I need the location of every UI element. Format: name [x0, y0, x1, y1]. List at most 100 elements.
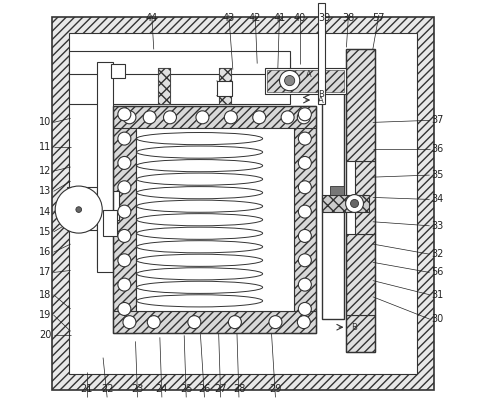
- Text: 40: 40: [294, 13, 306, 23]
- Bar: [219, 68, 231, 104]
- Circle shape: [298, 230, 312, 243]
- Text: 23: 23: [131, 384, 144, 394]
- Circle shape: [298, 181, 312, 194]
- Text: 11: 11: [39, 142, 52, 152]
- Bar: [69, 51, 290, 74]
- Bar: [111, 64, 124, 78]
- Circle shape: [118, 278, 131, 291]
- Bar: [267, 70, 345, 92]
- Circle shape: [163, 111, 176, 124]
- Text: 38: 38: [342, 13, 355, 23]
- Circle shape: [118, 181, 131, 194]
- Text: 21: 21: [81, 384, 93, 394]
- Bar: [322, 195, 369, 212]
- Text: 16: 16: [39, 247, 52, 257]
- Text: 13: 13: [39, 186, 52, 196]
- Text: 12: 12: [39, 166, 52, 176]
- Text: 44: 44: [146, 13, 158, 23]
- Text: 28: 28: [233, 384, 245, 394]
- Bar: [265, 68, 347, 94]
- Circle shape: [196, 111, 209, 124]
- Text: 31: 31: [432, 290, 444, 300]
- Text: 27: 27: [214, 384, 227, 394]
- Circle shape: [118, 302, 131, 315]
- Text: 57: 57: [373, 13, 385, 23]
- Bar: [97, 61, 113, 272]
- Circle shape: [118, 205, 131, 218]
- Circle shape: [279, 70, 300, 91]
- Bar: [97, 191, 119, 220]
- Circle shape: [285, 76, 295, 85]
- Circle shape: [298, 132, 312, 145]
- Bar: [347, 234, 375, 315]
- Circle shape: [298, 156, 312, 169]
- Text: 56: 56: [432, 267, 444, 278]
- Bar: [113, 311, 316, 333]
- Circle shape: [118, 230, 131, 243]
- Bar: [113, 106, 316, 333]
- Text: A: A: [318, 96, 324, 105]
- Text: 37: 37: [432, 115, 444, 125]
- Circle shape: [281, 111, 294, 124]
- Bar: [69, 57, 290, 104]
- Circle shape: [123, 316, 136, 328]
- Circle shape: [346, 195, 364, 212]
- Text: 19: 19: [39, 310, 52, 320]
- Circle shape: [298, 254, 312, 267]
- Circle shape: [118, 254, 131, 267]
- Circle shape: [298, 205, 312, 218]
- Circle shape: [225, 111, 237, 124]
- Text: B: B: [318, 90, 324, 99]
- Text: 24: 24: [156, 384, 168, 394]
- Circle shape: [269, 316, 282, 328]
- Circle shape: [118, 132, 131, 145]
- Text: 30: 30: [432, 314, 444, 324]
- Text: A: A: [306, 70, 312, 79]
- Text: 20: 20: [39, 330, 52, 340]
- Circle shape: [143, 111, 156, 124]
- Text: 29: 29: [269, 384, 281, 394]
- Text: 32: 32: [432, 249, 444, 259]
- Bar: [355, 161, 375, 234]
- Bar: [158, 68, 170, 104]
- Bar: [347, 49, 375, 161]
- Circle shape: [118, 156, 131, 169]
- Bar: [69, 33, 417, 374]
- Bar: [103, 210, 117, 236]
- Text: 15: 15: [39, 227, 52, 237]
- Bar: [322, 90, 345, 319]
- Text: 33: 33: [432, 221, 444, 231]
- Text: 42: 42: [249, 13, 261, 23]
- Circle shape: [123, 111, 136, 124]
- Text: 35: 35: [432, 170, 444, 180]
- Bar: [158, 68, 170, 104]
- Text: 14: 14: [39, 207, 52, 217]
- Circle shape: [298, 278, 312, 291]
- Circle shape: [147, 316, 160, 328]
- Bar: [294, 106, 316, 333]
- Bar: [347, 315, 375, 352]
- Text: 36: 36: [432, 144, 444, 154]
- Circle shape: [118, 108, 131, 121]
- Circle shape: [298, 302, 312, 315]
- Bar: [217, 81, 232, 96]
- Text: 25: 25: [180, 384, 192, 394]
- Text: 39: 39: [318, 13, 330, 23]
- Text: 43: 43: [223, 13, 235, 23]
- Circle shape: [253, 111, 266, 124]
- Circle shape: [76, 207, 82, 212]
- Text: 18: 18: [39, 290, 52, 300]
- Bar: [113, 106, 316, 129]
- Circle shape: [350, 199, 359, 208]
- Bar: [97, 216, 112, 268]
- Circle shape: [228, 316, 242, 328]
- Text: 26: 26: [198, 384, 210, 394]
- Text: 34: 34: [432, 195, 444, 204]
- Bar: [330, 186, 345, 195]
- Bar: [113, 106, 136, 333]
- Bar: [318, 3, 325, 104]
- Bar: [136, 129, 294, 311]
- Text: B: B: [351, 323, 357, 332]
- Bar: [219, 68, 231, 104]
- Text: 41: 41: [274, 13, 286, 23]
